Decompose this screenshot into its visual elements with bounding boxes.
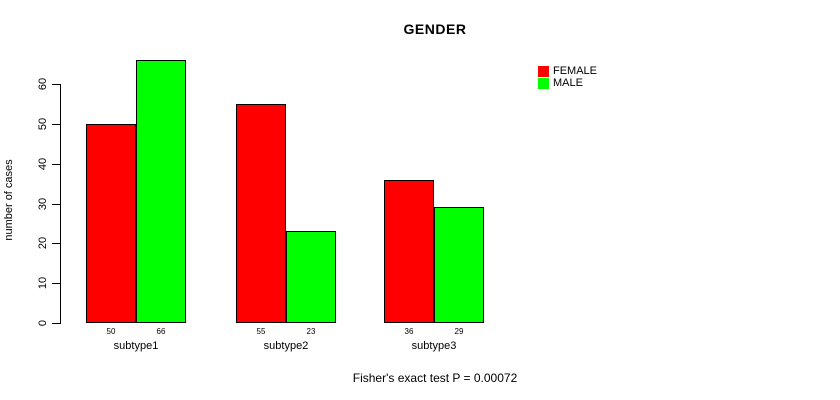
bar-value-label: 29: [454, 327, 464, 336]
legend-swatch-female: [538, 66, 549, 77]
y-tick-label: 30: [37, 197, 49, 210]
y-tick-label: 60: [37, 77, 49, 91]
legend-label-female: FEMALE: [553, 65, 598, 77]
y-axis-label: number of cases: [3, 159, 15, 241]
bar-value-label: 36: [404, 327, 414, 336]
x-category-label: subtype2: [263, 340, 309, 352]
bar-value-label: 66: [156, 327, 166, 336]
bar-value-label: 55: [256, 327, 266, 336]
bar-female-subtype2: [236, 103, 286, 323]
y-tick: [52, 323, 60, 324]
y-tick: [52, 283, 60, 285]
bar-female-subtype1: [86, 123, 136, 323]
bar-female-subtype3: [384, 179, 434, 323]
y-tick: [52, 123, 60, 125]
bar-value-label: 50: [106, 327, 116, 336]
legend-item-male: MALE: [538, 78, 597, 89]
y-tick-label: 50: [37, 117, 49, 130]
y-tick-label: 10: [37, 277, 49, 290]
annotation-text: Fisher's exact test P = 0.00072: [352, 371, 518, 385]
legend-item-female: FEMALE: [538, 66, 597, 77]
y-tick: [52, 243, 60, 245]
y-tick: [52, 84, 60, 85]
y-tick-label: 0: [37, 319, 49, 327]
chart-title: GENDER: [403, 21, 467, 37]
legend-label-male: MALE: [553, 77, 583, 89]
y-axis-line: [60, 84, 61, 324]
bar-male-subtype2: [286, 231, 336, 323]
y-tick: [52, 163, 60, 165]
x-category-label: subtype1: [113, 340, 159, 352]
bar-male-subtype1: [136, 60, 186, 323]
y-tick: [52, 203, 60, 205]
legend: FEMALE MALE: [538, 66, 597, 90]
y-tick-label: 40: [37, 157, 49, 170]
y-tick-label: 20: [37, 237, 49, 250]
bar-value-label: 23: [306, 327, 316, 336]
x-category-label: subtype3: [411, 340, 457, 352]
bar-male-subtype3: [434, 207, 484, 323]
legend-swatch-male: [538, 78, 549, 89]
